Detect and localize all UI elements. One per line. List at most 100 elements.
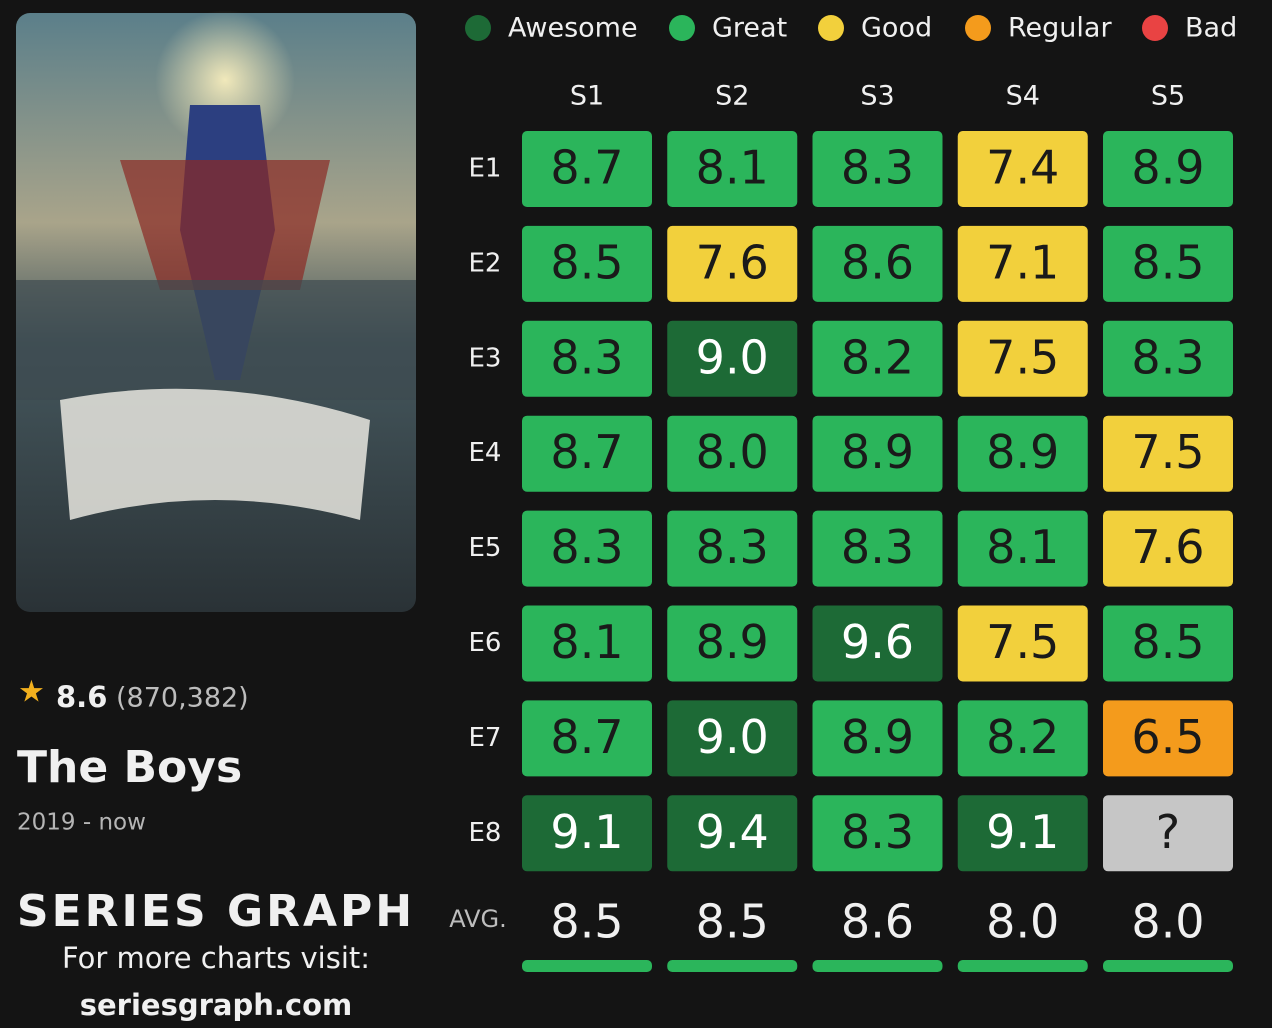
- rating-cell: [957, 225, 1088, 302]
- rating-label: 8.2: [841, 330, 914, 384]
- rating-cell: [957, 605, 1088, 682]
- average-bar: [522, 960, 652, 972]
- rating-cell: [667, 320, 798, 397]
- rating-cell: [812, 605, 943, 682]
- rating-cell: [812, 225, 943, 302]
- rating-cell: [667, 415, 798, 492]
- rating-label: 8.0: [696, 425, 769, 479]
- rating-label: 8.7: [550, 141, 623, 195]
- average-bar: [1103, 960, 1233, 972]
- rating-cell: [1103, 225, 1233, 302]
- rating-cell: [522, 605, 652, 682]
- rating-cell: [1103, 510, 1233, 587]
- rating-label: 8.9: [986, 425, 1059, 479]
- rating-label: 8.1: [696, 141, 769, 195]
- rating-label: 8.5: [1131, 615, 1204, 669]
- legend-marker: [465, 15, 491, 41]
- brand-url[interactable]: seriesgraph.com: [80, 988, 352, 1022]
- row-label: E3: [469, 343, 502, 373]
- rating-label: 8.9: [841, 710, 914, 764]
- rating-label: 8.7: [550, 710, 623, 764]
- legend-marker: [818, 15, 844, 41]
- rating-label: 8.3: [841, 805, 914, 859]
- legend-label: Great: [712, 13, 787, 44]
- rating-cell: [1103, 605, 1233, 682]
- rating-cell: [522, 415, 652, 492]
- rating-cell: [812, 510, 943, 587]
- rating-label: 9.1: [986, 805, 1059, 859]
- average-label: AVG.: [449, 905, 507, 933]
- rating-cell: [667, 510, 798, 587]
- rating-label: 8.3: [550, 330, 623, 384]
- rating-label: 8.9: [1131, 141, 1204, 195]
- years: 2019 - now: [17, 810, 146, 836]
- row-label: E8: [469, 818, 502, 848]
- rating-cell: [812, 795, 943, 872]
- poster: [16, 10, 416, 612]
- row-label: E7: [469, 723, 502, 753]
- rating-label: 7.4: [986, 141, 1059, 195]
- rating-cell: [957, 131, 1088, 207]
- rating-cell: [522, 795, 652, 872]
- rating-cell: [957, 700, 1088, 777]
- rating-cell: [1103, 415, 1233, 492]
- rating-label: 9.4: [696, 805, 769, 859]
- rating-label: 8.5: [550, 235, 623, 289]
- rating-cell: [522, 131, 652, 207]
- rating-cell: [1103, 795, 1233, 872]
- column-label: S5: [1151, 81, 1185, 112]
- row-label: E4: [469, 438, 502, 468]
- rating-label: 8.9: [841, 425, 914, 479]
- rating-cell: [957, 510, 1088, 587]
- rating-label: ?: [1156, 805, 1180, 859]
- legend-marker: [669, 15, 695, 41]
- rating-label: 9.6: [841, 615, 914, 669]
- rating-cell: [522, 225, 652, 302]
- average-value: 8.0: [986, 895, 1059, 949]
- row-label: E2: [469, 248, 502, 278]
- rating-label: 7.5: [1131, 425, 1204, 479]
- average-bar: [957, 960, 1088, 972]
- average-value: 8.5: [696, 895, 769, 949]
- row-label: E5: [469, 533, 502, 563]
- show-title: The Boys: [17, 742, 242, 793]
- column-label: S2: [715, 81, 749, 112]
- average-value: 8.0: [1131, 895, 1204, 949]
- rating-cell: [957, 415, 1088, 492]
- rating-cell: [812, 415, 943, 492]
- rating-cell: [667, 131, 798, 207]
- legend-marker: [1142, 15, 1168, 41]
- rating-cell: [522, 510, 652, 587]
- rating-cell: [812, 131, 943, 207]
- rating-label: 7.6: [696, 235, 769, 289]
- brand-tagline: For more charts visit:: [62, 941, 370, 975]
- rating-cell: [667, 225, 798, 302]
- rating-cell: [1103, 320, 1233, 397]
- rating-label: 7.1: [986, 235, 1059, 289]
- row-label: E1: [469, 154, 502, 184]
- rating-label: 8.3: [841, 520, 914, 574]
- rating-label: 9.0: [696, 330, 769, 384]
- rating-label: 8.3: [1131, 330, 1204, 384]
- rating-label: 8.9: [696, 615, 769, 669]
- column-label: S1: [570, 81, 604, 112]
- column-label: S3: [860, 81, 894, 112]
- legend-label: Awesome: [508, 13, 638, 44]
- average-value: 8.5: [550, 895, 623, 949]
- rating-label: 9.0: [696, 710, 769, 764]
- rating-count: (870,382): [116, 683, 249, 714]
- rating-cell: [812, 700, 943, 777]
- rating-label: 6.5: [1131, 710, 1204, 764]
- column-label: S4: [1006, 81, 1040, 112]
- legend-marker: [965, 15, 991, 41]
- rating-cell: [1103, 131, 1233, 207]
- legend-label: Bad: [1185, 13, 1237, 44]
- average-bar: [667, 960, 798, 972]
- rating-cell: [667, 605, 798, 682]
- row-label: E6: [469, 628, 502, 658]
- average-bar: [812, 960, 943, 972]
- legend-label: Good: [861, 13, 932, 44]
- average-value: 8.6: [841, 895, 914, 949]
